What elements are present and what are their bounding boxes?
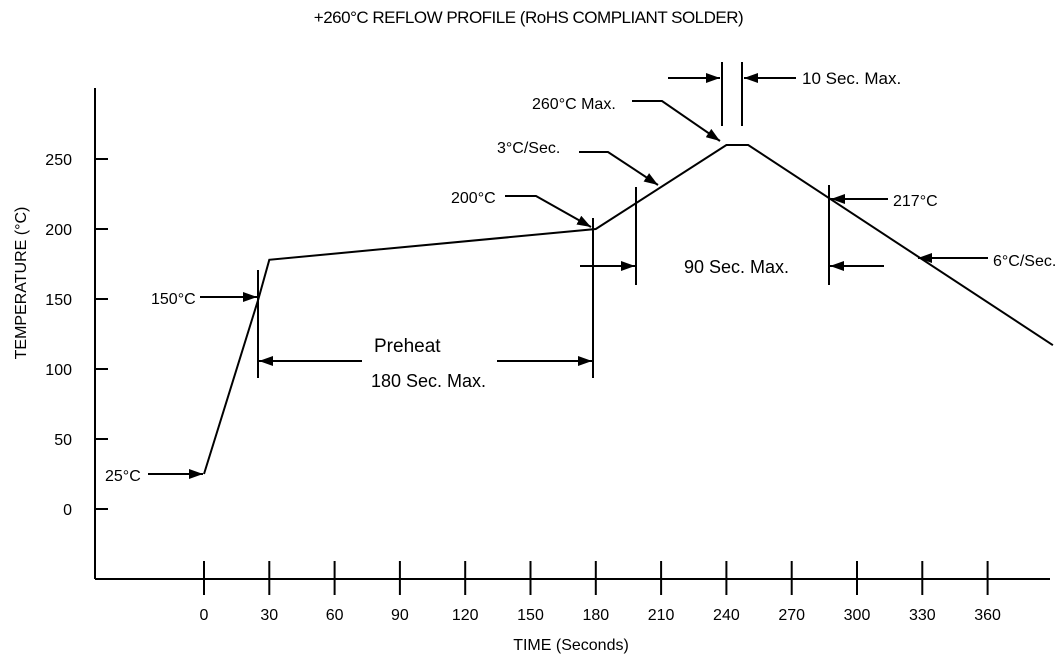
label-cool: 6°C/Sec. <box>993 253 1056 270</box>
x-tick-label: 240 <box>713 607 740 624</box>
x-tick-label: 120 <box>452 607 479 624</box>
y-tick-label: 150 <box>45 292 72 309</box>
label-ramp: 3°C/Sec. <box>497 140 560 157</box>
y-tick-label: 100 <box>45 362 72 379</box>
y-tick-label: 200 <box>45 222 72 239</box>
callout-arrow-200c <box>505 195 592 228</box>
x-tick-label: 360 <box>974 607 1001 624</box>
label-150c: 150°C <box>151 291 196 308</box>
x-tick-label: 210 <box>648 607 675 624</box>
label-25c: 25°C <box>105 468 141 485</box>
x-tick-label: 300 <box>844 607 871 624</box>
label-preheat-max: 180 Sec. Max. <box>371 371 486 391</box>
y-tick-label: 250 <box>45 152 72 169</box>
x-tick-label: 90 <box>391 607 409 624</box>
x-tick-label: 180 <box>582 607 609 624</box>
x-tick-label: 30 <box>260 607 278 624</box>
callout-arrow-ramp <box>579 151 659 186</box>
label-217c: 217°C <box>893 193 938 210</box>
label-liquidus-max: 90 Sec. Max. <box>684 257 789 277</box>
y-axis-label: TEMPERATURE (°C) <box>13 207 30 360</box>
x-tick-group: 0 30 60 90 120 150 180 210 240 270 300 330 360 <box>200 561 1001 624</box>
x-tick-label: 0 <box>200 607 209 624</box>
x-axis-label: TIME (Seconds) <box>513 637 629 654</box>
label-260c: 260°C Max. <box>532 96 616 113</box>
y-tick-label: 50 <box>54 432 72 449</box>
chart-title: +260°C REFLOW PROFILE (RoHS COMPLIANT SO… <box>313 8 744 27</box>
y-tick-group: 0 50 100 150 200 250 <box>45 152 108 519</box>
callout-arrow-260c <box>632 100 721 142</box>
label-200c: 200°C <box>451 190 496 207</box>
label-preheat: Preheat <box>374 336 441 357</box>
x-tick-label: 60 <box>326 607 344 624</box>
x-tick-label: 150 <box>517 607 544 624</box>
x-tick-label: 270 <box>778 607 805 624</box>
x-tick-label: 330 <box>909 607 936 624</box>
y-tick-label: 0 <box>63 502 72 519</box>
label-peak-time: 10 Sec. Max. <box>802 69 901 88</box>
